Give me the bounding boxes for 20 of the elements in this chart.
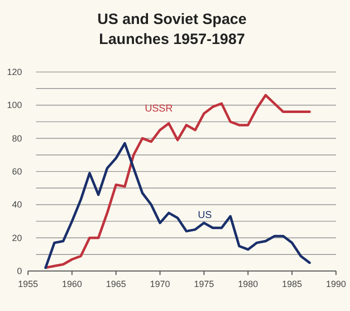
y-tick-label: 0 <box>16 266 22 276</box>
x-tick-label: 1990 <box>326 279 346 289</box>
series-label: USSR <box>144 103 173 114</box>
chart-title: US and Soviet Space Launches 1957-1987 <box>97 11 247 48</box>
y-tick-label: 120 <box>6 67 22 77</box>
series-label: US <box>198 210 212 221</box>
line-series <box>44 94 311 269</box>
x-tick-label: 1975 <box>194 279 214 289</box>
x-tick-label: 1965 <box>106 279 126 289</box>
x-tick-label: 1960 <box>62 279 82 289</box>
y-tick-label: 40 <box>12 200 22 210</box>
y-tick-label: 80 <box>12 133 22 144</box>
y-tick-label: 20 <box>12 232 22 243</box>
x-tick-label: 1980 <box>238 279 258 289</box>
x-tick-label: 1985 <box>282 279 302 289</box>
x-tick-label: 1970 <box>150 279 170 289</box>
line-series <box>44 142 311 269</box>
x-tick-label: 1955 <box>18 279 38 289</box>
y-tick-label: 60 <box>12 166 22 176</box>
y-tick-label: 100 <box>6 100 22 110</box>
